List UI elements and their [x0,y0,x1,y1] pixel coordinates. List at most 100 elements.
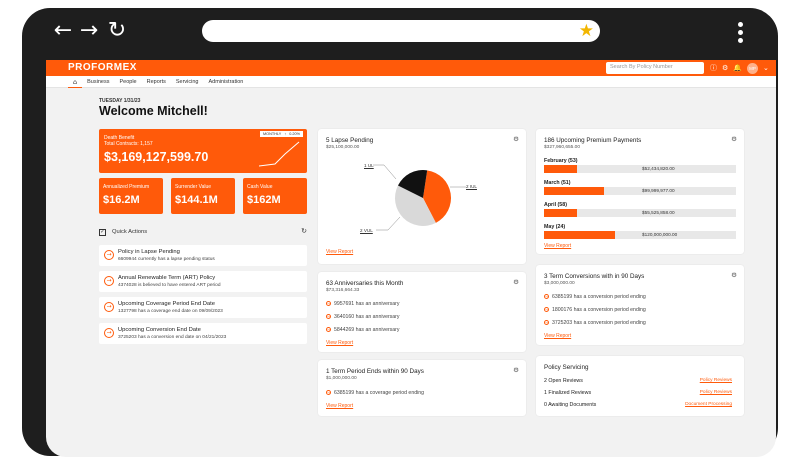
servicing-link[interactable]: Document Processing [685,402,732,407]
cash-value-card[interactable]: Cash Value $162M [243,178,307,214]
url-bar[interactable]: ★ [202,20,600,42]
gear-icon[interactable]: ⚙ [513,135,519,143]
kebab-menu-icon[interactable] [738,22,744,46]
premium-month-row: April (58) $55,525,858.00 [544,202,736,217]
servicing-row: 1 Finalized Reviews Policy Reviews [544,390,732,398]
bar-value: $52,434,820.00 [642,166,675,171]
arrow-right-circle-icon: → [544,294,549,300]
list-item-text: has an anniversary [355,327,400,333]
quick-action-item[interactable]: → Annual Renewable Term (ART) Policy 437… [99,271,307,292]
trend-line-icon [259,141,300,167]
list-item[interactable]: → 1800176 has a conversion period ending [544,307,646,313]
chevron-down-icon[interactable]: ⌄ [763,64,769,72]
bar-fill [544,187,604,195]
arrow-right-circle-icon: → [104,302,114,312]
servicing-link[interactable]: Policy Reviews [699,390,732,395]
refresh-icon[interactable]: ↻ [301,227,307,235]
policy-servicing-card: Policy Servicing 2 Open Reviews Policy R… [536,356,744,416]
pie-slice[interactable] [423,170,451,223]
quick-action-title: Upcoming Coverage Period End Date [118,301,215,307]
gear-icon[interactable]: ⚙ [731,271,737,279]
view-report-link[interactable]: View Report [544,333,572,339]
star-icon[interactable]: ★ [578,21,594,41]
arrow-left-icon[interactable]: ← [53,18,73,43]
nav-business[interactable]: Business [87,79,110,85]
arrow-up-icon: ↑ [284,132,287,136]
home-icon[interactable]: ⌂ [68,76,83,88]
arrow-right-circle-icon: → [104,250,114,260]
list-item[interactable]: → 3640160 has an anniversary [326,314,400,320]
month-label: March (51) [544,180,571,186]
death-benefit-label: Death Benefit [104,135,135,141]
list-item-text: has an anniversary [355,301,400,307]
nav-reports[interactable]: Reports [146,79,166,85]
view-report-link[interactable]: View Report [326,340,354,346]
arrow-right-circle-icon: → [326,390,331,396]
surrender-value-card[interactable]: Surrender Value $144.1M [171,178,235,214]
period-label: MONTHLY [263,132,282,136]
list-item-text: has a conversion period ending [573,294,646,300]
quick-action-item[interactable]: → Upcoming Conversion End Date 3725203 h… [99,323,307,344]
gear-icon[interactable]: ⚙ [722,64,729,72]
term-period-card: 1 Term Period Ends within 90 Days $1,000… [318,360,526,416]
app-screen: PROFORMEX Search By Policy Number ⓘ ⚙ 🔔 … [46,60,776,457]
policy-id: 6385199 [552,294,573,300]
avatar[interactable]: MP [747,62,758,74]
pie-slice[interactable] [397,170,428,198]
bar-value: $55,525,858.00 [642,210,675,215]
pie-label-iul[interactable]: 2 IUL [466,184,477,189]
list-item[interactable]: → 9957691 has an anniversary [326,301,400,307]
stat-label: Annualized Premium [103,184,150,190]
bar-track: $52,434,820.00 [544,165,736,173]
servicing-link[interactable]: Policy Reviews [699,378,732,383]
premium-month-row: March (51) $99,999,977.00 [544,180,736,195]
gear-icon[interactable]: ⚙ [731,135,737,143]
bell-icon[interactable]: 🔔 [733,64,742,72]
gear-icon[interactable]: ⚙ [513,278,519,286]
lapse-pie-chart [373,164,466,231]
reload-icon[interactable]: ↻ [107,18,127,43]
policy-id: 5844269 [334,327,355,333]
death-benefit-card[interactable]: Death Benefit Total Contracts: 1,157 $3,… [99,129,307,173]
nav-servicing[interactable]: Servicing [175,79,199,85]
list-item[interactable]: → 5844269 has an anniversary [326,327,400,333]
policy-search-input[interactable]: Search By Policy Number [606,62,704,74]
gear-icon[interactable]: ⚙ [513,366,519,374]
card-subtitle: $1,000,000.00 [326,376,357,381]
bar-fill [544,165,577,173]
device-frame: ← → ↻ ★ PROFORMEX Search By Policy Numbe… [22,8,778,457]
arrow-right-circle-icon: → [104,276,114,286]
pie-label-vul[interactable]: 2 VUL [360,228,373,233]
quick-action-item[interactable]: → Policy in Lapse Pending 6609944 curren… [99,245,307,266]
stat-label: Cash Value [247,184,273,190]
pie-label-ul[interactable]: 1 UL [364,163,374,168]
bar-track: $120,000,000.00 [544,231,736,239]
list-item[interactable]: → 6385199 has a coverage period ending [326,390,424,396]
month-label: February (53) [544,158,578,164]
nav-people[interactable]: People [119,79,137,85]
view-report-link[interactable]: View Report [544,243,572,249]
list-item[interactable]: → 3725203 has a conversion period ending [544,320,646,326]
card-title: 186 Upcoming Premium Payments [544,137,642,144]
help-icon[interactable]: ⓘ [710,64,717,72]
list-item[interactable]: → 6385199 has a conversion period ending [544,294,646,300]
bar-fill [544,209,577,217]
list-item-text: has a conversion period ending [573,307,646,313]
pie-slice[interactable] [395,185,436,226]
death-benefit-amount: $3,169,127,599.70 [104,150,209,164]
browser-toolbar: ← → ↻ ★ [22,8,778,54]
view-report-link[interactable]: View Report [326,403,354,409]
quick-action-desc: 1327798 has a coverage end date on 09/09… [118,309,223,314]
arrow-right-icon[interactable]: → [79,18,99,43]
view-report-link[interactable]: View Report [326,249,354,255]
nav-administration[interactable]: Administration [208,79,244,85]
quick-actions-title: Quick Actions [112,229,148,235]
card-subtitle: $25,100,000.00 [326,145,360,150]
annualized-premium-card[interactable]: Annualized Premium $16.2M [99,178,163,214]
quick-action-item[interactable]: → Upcoming Coverage Period End Date 1327… [99,297,307,318]
card-title: 63 Anniversaries this Month [326,280,404,287]
policy-id: 3725203 [552,320,573,326]
servicing-label: 0 Awaiting Documents [544,402,597,408]
main-nav: ⌂ Business People Reports Servicing Admi… [46,76,776,88]
checkbox-icon[interactable]: ✓ [99,229,106,236]
